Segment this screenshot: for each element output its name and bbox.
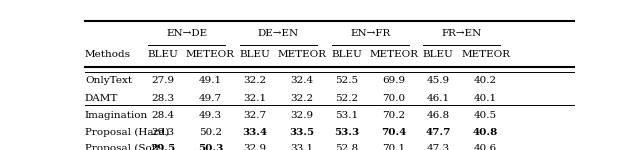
Text: 50.3: 50.3	[198, 144, 223, 150]
Text: 47.7: 47.7	[426, 128, 451, 137]
Text: Imagination: Imagination	[85, 111, 148, 120]
Text: 70.0: 70.0	[383, 94, 406, 103]
Text: 29.3: 29.3	[151, 128, 174, 137]
Text: OnlyText: OnlyText	[85, 76, 132, 85]
Text: 70.4: 70.4	[381, 128, 406, 137]
Text: 32.4: 32.4	[291, 76, 314, 85]
Text: Proposal (Hard): Proposal (Hard)	[85, 128, 169, 137]
Text: 33.4: 33.4	[242, 128, 267, 137]
Text: 53.3: 53.3	[334, 128, 359, 137]
Text: 50.2: 50.2	[199, 128, 222, 137]
Text: 49.3: 49.3	[199, 111, 222, 120]
Text: 33.1: 33.1	[291, 144, 314, 150]
Text: BLEU: BLEU	[239, 50, 270, 59]
Text: DAMT: DAMT	[85, 94, 118, 103]
Text: METEOR: METEOR	[369, 50, 419, 59]
Text: 52.8: 52.8	[335, 144, 358, 150]
Text: FR→EN: FR→EN	[442, 28, 482, 38]
Text: EN→DE: EN→DE	[166, 28, 207, 38]
Text: 32.2: 32.2	[243, 76, 266, 85]
Text: 40.5: 40.5	[474, 111, 497, 120]
Text: 46.8: 46.8	[426, 111, 450, 120]
Text: DE→EN: DE→EN	[258, 28, 299, 38]
Text: 40.6: 40.6	[474, 144, 497, 150]
Text: 47.3: 47.3	[426, 144, 450, 150]
Text: 32.9: 32.9	[291, 111, 314, 120]
Text: BLEU: BLEU	[423, 50, 454, 59]
Text: 52.2: 52.2	[335, 94, 358, 103]
Text: 33.5: 33.5	[290, 128, 315, 137]
Text: 27.9: 27.9	[151, 76, 174, 85]
Text: 32.2: 32.2	[291, 94, 314, 103]
Text: BLEU: BLEU	[147, 50, 178, 59]
Text: 28.4: 28.4	[151, 111, 174, 120]
Text: 69.9: 69.9	[383, 76, 406, 85]
Text: 49.7: 49.7	[199, 94, 222, 103]
Text: 70.1: 70.1	[383, 144, 406, 150]
Text: 53.1: 53.1	[335, 111, 358, 120]
Text: METEOR: METEOR	[461, 50, 510, 59]
Text: 52.5: 52.5	[335, 76, 358, 85]
Text: 40.8: 40.8	[473, 128, 499, 137]
Text: 28.3: 28.3	[151, 94, 174, 103]
Text: 40.2: 40.2	[474, 76, 497, 85]
Text: 70.2: 70.2	[383, 111, 406, 120]
Text: 32.7: 32.7	[243, 111, 266, 120]
Text: 40.1: 40.1	[474, 94, 497, 103]
Text: 29.5: 29.5	[150, 144, 175, 150]
Text: 45.9: 45.9	[426, 76, 450, 85]
Text: 46.1: 46.1	[426, 94, 450, 103]
Text: Proposal (Soft): Proposal (Soft)	[85, 144, 164, 150]
Text: EN→FR: EN→FR	[350, 28, 390, 38]
Text: BLEU: BLEU	[331, 50, 362, 59]
Text: Methods: Methods	[85, 50, 131, 59]
Text: METEOR: METEOR	[186, 50, 235, 59]
Text: METEOR: METEOR	[278, 50, 326, 59]
Text: 49.1: 49.1	[199, 76, 222, 85]
Text: 32.1: 32.1	[243, 94, 266, 103]
Text: 32.9: 32.9	[243, 144, 266, 150]
